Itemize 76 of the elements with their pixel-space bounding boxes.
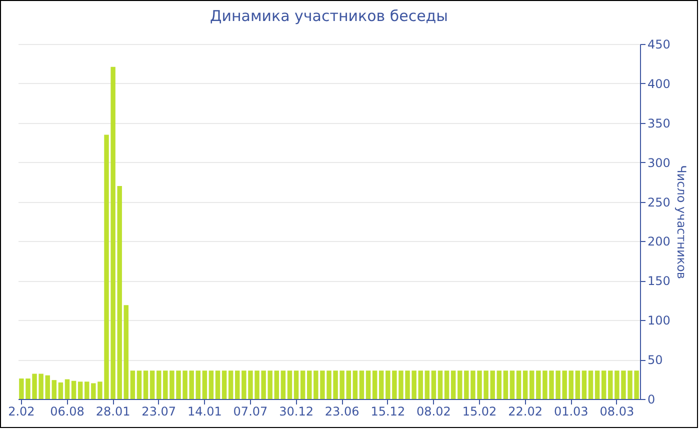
bar <box>58 382 64 399</box>
bar <box>496 370 502 399</box>
y-tick-label: 250 <box>648 195 670 210</box>
bar <box>196 370 200 399</box>
y-tick-label: 50 <box>648 353 663 368</box>
bar <box>594 370 600 399</box>
bar <box>359 370 364 399</box>
bar <box>64 379 70 399</box>
x-tick-label: 23.07 <box>142 404 176 418</box>
bar <box>52 380 57 399</box>
bar <box>438 370 443 399</box>
x-tick-label: 30.12 <box>279 404 314 418</box>
bar <box>352 370 358 399</box>
bar <box>601 370 606 399</box>
bar <box>510 370 515 399</box>
x-tick-label: 2.02 <box>8 404 35 418</box>
x-tick-label: 01.03 <box>554 404 588 418</box>
bar <box>124 305 128 399</box>
x-tick-label: 14.01 <box>187 404 222 418</box>
bar <box>516 370 522 399</box>
x-tick-label: 07.07 <box>233 404 268 418</box>
bar <box>458 370 462 399</box>
x-tick-label: 08.03 <box>600 404 634 418</box>
y-tick-label: 350 <box>648 116 670 130</box>
bar <box>522 370 528 399</box>
bar <box>215 370 220 399</box>
bar <box>503 370 508 399</box>
y-tick-label: 100 <box>648 314 670 328</box>
x-tick-label: 15.12 <box>370 404 406 418</box>
bar <box>78 382 83 399</box>
bar <box>582 370 587 399</box>
bar <box>530 370 534 399</box>
bar <box>235 370 240 399</box>
bar <box>568 370 574 399</box>
bar <box>450 370 456 399</box>
bar <box>222 370 227 399</box>
chart-title: Динамика участников беседы <box>210 7 448 25</box>
bar <box>156 370 162 399</box>
y-tick-label: 450 <box>648 38 670 52</box>
bar <box>130 370 136 399</box>
x-tick-label: 08.02 <box>416 404 451 418</box>
bar <box>294 370 299 399</box>
bar <box>84 382 90 399</box>
x-tick-label: 22.02 <box>508 404 542 418</box>
bar <box>588 370 594 399</box>
bar <box>444 370 450 399</box>
bar <box>431 370 436 399</box>
bar <box>150 370 155 399</box>
y-tick-label: 300 <box>648 156 670 170</box>
bar <box>366 370 371 399</box>
y-tick-label: 200 <box>648 234 670 249</box>
bar <box>287 370 292 399</box>
bar <box>228 370 234 399</box>
bar <box>372 370 378 399</box>
bar <box>424 370 430 399</box>
bar <box>300 370 306 399</box>
bar <box>346 370 351 399</box>
bar <box>208 370 214 399</box>
bar <box>280 370 286 399</box>
x-tick-label: 06.08 <box>50 404 84 418</box>
bar <box>274 370 280 399</box>
bar <box>575 370 580 399</box>
y-tick-label: 0 <box>648 392 656 406</box>
bar <box>307 370 312 399</box>
bar <box>418 370 423 399</box>
bar <box>71 380 76 399</box>
y-tick-label: 400 <box>648 76 670 91</box>
x-tick-label: 23.06 <box>324 404 360 418</box>
bar <box>143 370 148 399</box>
x-tick-label: 28.01 <box>96 404 130 418</box>
y-axis-title: Число участников <box>674 165 688 279</box>
x-tick-label: 15.02 <box>462 404 497 418</box>
y-tick-label: 150 <box>648 274 670 288</box>
bar <box>202 370 208 399</box>
bar <box>136 370 142 399</box>
bar <box>378 370 384 399</box>
